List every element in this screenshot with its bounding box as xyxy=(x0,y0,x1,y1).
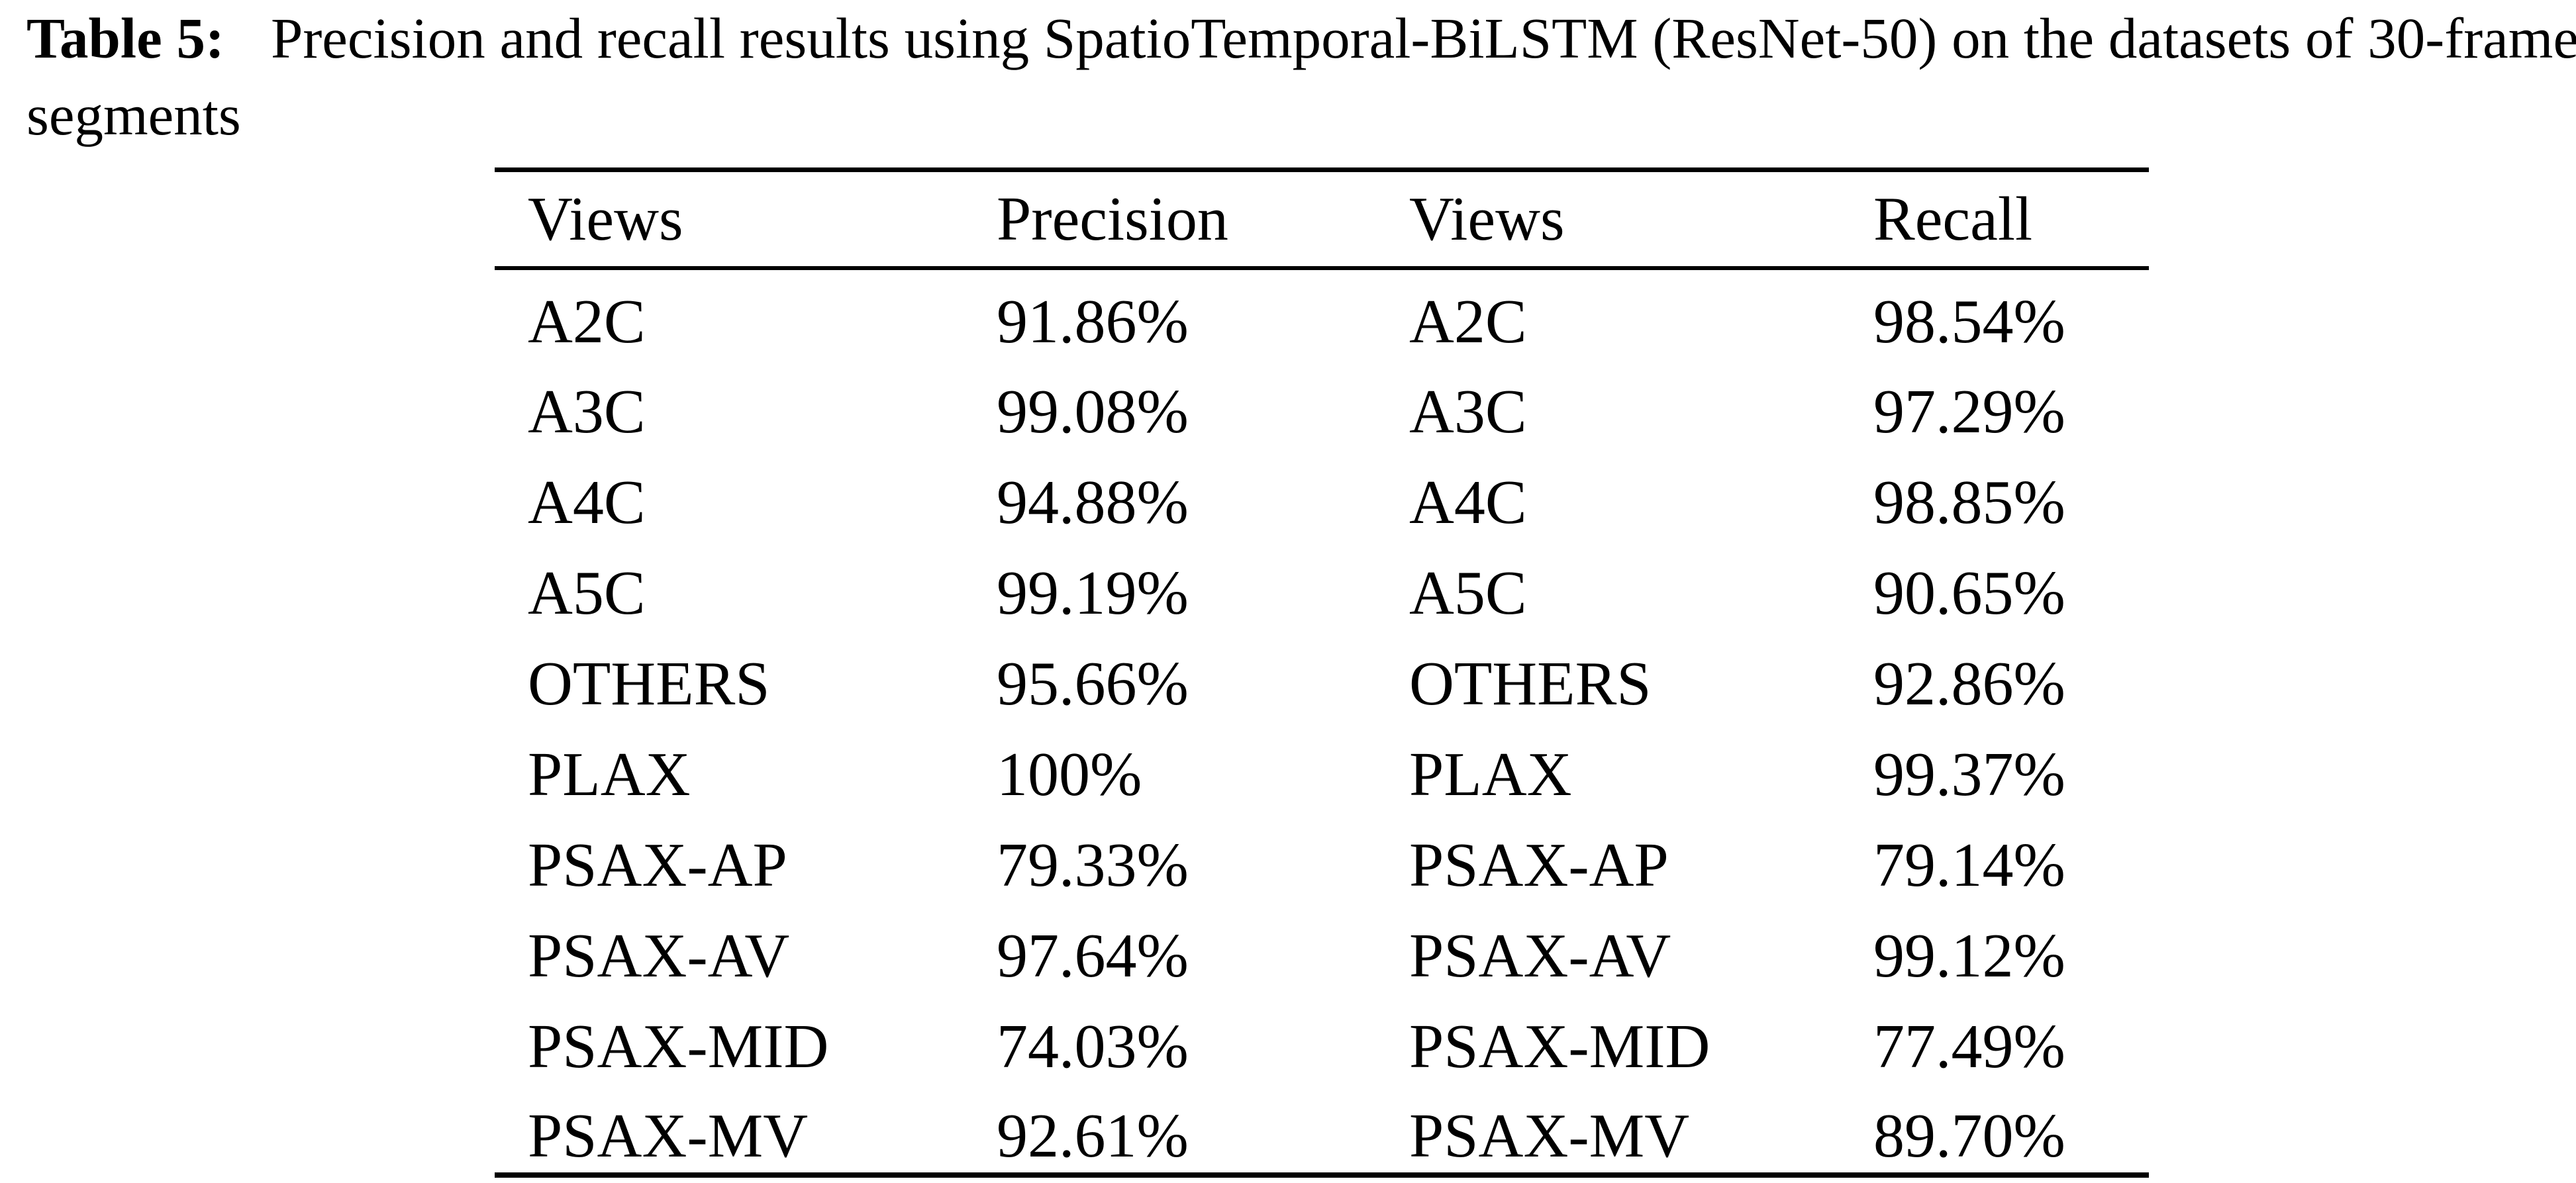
recall-cell: 99.12% xyxy=(1873,921,2065,990)
table-row: A4C 94.88% A4C 98.85% xyxy=(495,450,2149,540)
views-cell: A5C xyxy=(1409,558,1527,628)
views-cell: PLAX xyxy=(528,739,691,809)
table-row: PLAX 100% PLAX 99.37% xyxy=(495,722,2149,812)
views-cell: A4C xyxy=(528,467,646,537)
header-precision: Precision xyxy=(964,169,1376,270)
table-row: OTHERS 95.66% OTHERS 92.86% xyxy=(495,631,2149,722)
recall-cell: 97.29% xyxy=(1873,377,2065,446)
views-cell: PSAX-AV xyxy=(1409,921,1671,990)
header-views-right: Views xyxy=(1376,169,1840,270)
views-cell: A5C xyxy=(528,558,646,628)
recall-cell: 90.65% xyxy=(1873,558,2065,628)
views-cell: A3C xyxy=(528,377,646,446)
views-cell: PSAX-MV xyxy=(528,1101,809,1170)
paper-table-figure: Table 5: Precision and recall results usi… xyxy=(26,6,2576,1183)
views-cell: A2C xyxy=(1409,287,1527,356)
views-cell: A2C xyxy=(528,287,646,356)
precision-cell: 100% xyxy=(997,739,1142,809)
views-cell: OTHERS xyxy=(528,649,770,718)
views-cell: OTHERS xyxy=(1409,649,1652,718)
table-row: PSAX-MID 74.03% PSAX-MID 77.49% xyxy=(495,994,2149,1084)
views-cell: A4C xyxy=(1409,467,1527,537)
table-row: A5C 99.19% A5C 90.65% xyxy=(495,540,2149,631)
precision-cell: 79.33% xyxy=(997,830,1189,900)
caption-text: Precision and recall results using Spati… xyxy=(270,6,2576,70)
precision-recall-table: Views Precision Views Recall A2C 91.86% … xyxy=(495,167,2149,1178)
table-row: A2C 91.86% A2C 98.54% xyxy=(495,268,2149,359)
precision-cell: 92.61% xyxy=(997,1101,1189,1170)
recall-cell: 77.49% xyxy=(1873,1012,2065,1081)
recall-cell: 99.37% xyxy=(1873,739,2065,809)
precision-cell: 91.86% xyxy=(997,287,1189,356)
views-cell: A3C xyxy=(1409,377,1527,446)
views-cell: PSAX-AP xyxy=(528,830,787,900)
views-cell: PSAX-MID xyxy=(528,1012,829,1081)
table-row: PSAX-MV 92.61% PSAX-MV 89.70% xyxy=(495,1084,2149,1175)
precision-cell: 97.64% xyxy=(997,921,1189,990)
table-caption: Table 5: Precision and recall results usi… xyxy=(26,0,2576,154)
table-row: PSAX-AV 97.64% PSAX-AV 99.12% xyxy=(495,903,2149,994)
header-row: Views Precision Views Recall xyxy=(495,169,2149,270)
caption-label: Table 5: xyxy=(26,6,224,70)
precision-cell: 99.19% xyxy=(997,558,1189,628)
precision-cell: 99.08% xyxy=(997,377,1189,446)
recall-cell: 89.70% xyxy=(1873,1101,2065,1170)
table-row: A3C 99.08% A3C 97.29% xyxy=(495,359,2149,450)
recall-cell: 98.54% xyxy=(1873,287,2065,356)
recall-cell: 92.86% xyxy=(1873,649,2065,718)
header-recall: Recall xyxy=(1840,169,2149,270)
precision-cell: 74.03% xyxy=(997,1012,1189,1081)
precision-cell: 95.66% xyxy=(997,649,1189,718)
recall-cell: 98.85% xyxy=(1873,467,2065,537)
views-cell: PSAX-MID xyxy=(1409,1012,1710,1081)
precision-cell: 94.88% xyxy=(997,467,1189,537)
table-row: PSAX-AP 79.33% PSAX-AP 79.14% xyxy=(495,812,2149,903)
header-views-left: Views xyxy=(495,169,964,270)
caption-line-1: Table 5: Precision and recall results usi… xyxy=(26,0,2576,77)
caption-line-2: segments xyxy=(26,83,241,147)
views-cell: PSAX-AV xyxy=(528,921,790,990)
views-cell: PSAX-MV xyxy=(1409,1101,1690,1170)
recall-cell: 79.14% xyxy=(1873,830,2065,900)
views-cell: PLAX xyxy=(1409,739,1572,809)
views-cell: PSAX-AP xyxy=(1409,830,1669,900)
